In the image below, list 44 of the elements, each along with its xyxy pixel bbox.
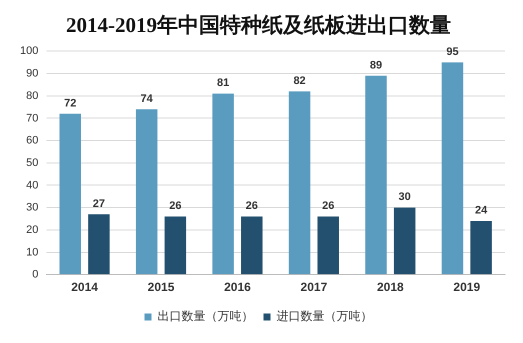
data-label: 30	[398, 191, 411, 204]
x-tick-label: 2014	[71, 280, 98, 294]
y-tick-label: 50	[26, 156, 38, 169]
bar	[88, 214, 110, 274]
data-label: 26	[169, 200, 182, 212]
data-label: 95	[446, 46, 459, 58]
y-tick-label: 90	[26, 68, 38, 80]
bar	[212, 94, 234, 274]
y-tick-label: 60	[26, 134, 38, 147]
data-label: 26	[322, 200, 334, 212]
bar	[136, 109, 158, 274]
data-label: 82	[293, 74, 306, 87]
y-tick-label: 20	[26, 224, 38, 236]
x-tick-label: 2015	[148, 280, 175, 294]
bar	[365, 76, 387, 274]
data-label: 72	[64, 97, 76, 110]
x-tick-label: 2016	[224, 280, 252, 294]
chart-title: 2014-2019年中国特种纸及纸板进出口数量	[66, 13, 451, 38]
y-tick-label: 40	[26, 179, 38, 192]
y-tick-label: 70	[26, 112, 38, 124]
bar	[470, 220, 492, 274]
x-tick-label: 2019	[453, 280, 480, 294]
data-label: 89	[370, 59, 382, 72]
x-tick-label: 2017	[300, 280, 328, 294]
bar	[59, 114, 81, 274]
y-tick-label: 100	[20, 45, 38, 58]
data-label: 24	[474, 204, 488, 217]
legend-label: 进口数量（万吨）	[276, 309, 372, 324]
bar	[442, 62, 464, 274]
bar	[317, 216, 339, 274]
bar	[394, 208, 416, 274]
bar	[288, 91, 310, 274]
bar	[241, 216, 263, 274]
y-tick-label: 80	[26, 90, 38, 102]
data-label: 74	[140, 92, 154, 105]
x-tick-label: 2018	[376, 280, 404, 294]
legend-label: 出口数量（万吨）	[158, 309, 254, 324]
bar	[164, 216, 186, 274]
data-label: 81	[217, 77, 230, 90]
data-label: 27	[92, 198, 106, 210]
data-label: 26	[246, 200, 258, 212]
y-tick-label: 10	[26, 246, 38, 258]
y-tick-label: 30	[26, 202, 38, 214]
y-tick-label: 0	[32, 268, 38, 281]
